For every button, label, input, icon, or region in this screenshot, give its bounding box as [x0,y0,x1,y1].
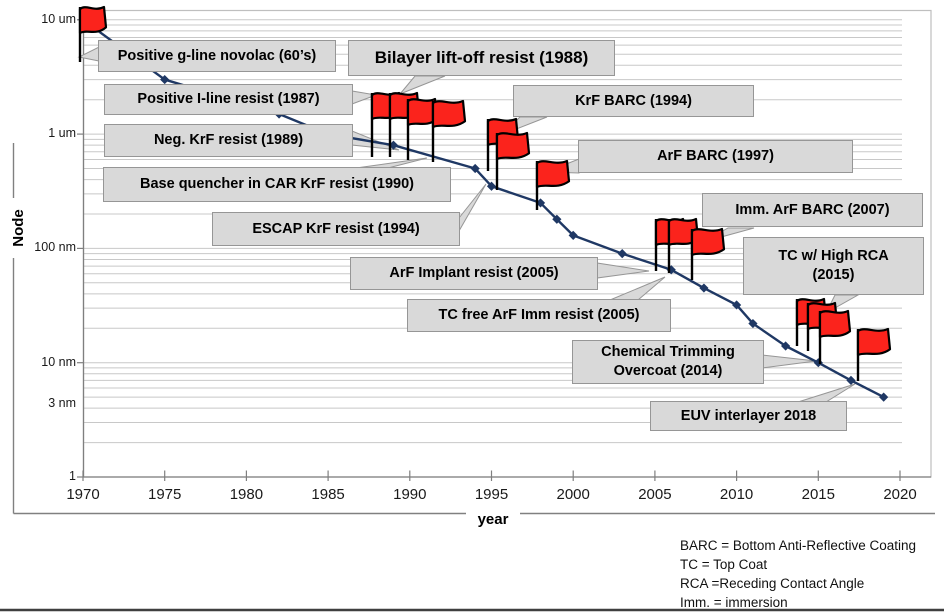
x-tick-label: 1995 [474,486,509,503]
legend-line-barc: BARC = Bottom Anti-Reflective Coating [680,538,916,553]
data-point-marker [813,358,823,368]
data-point-marker [568,230,578,240]
callout-leader-line [609,276,666,301]
callout-escap-krf-resist: ESCAP KrF resist (1994) [212,212,460,246]
x-tick-label: 2020 [883,486,917,503]
y-tick-label: 10 um [41,11,76,26]
callout-euv-interlayer: EUV interlayer 2018 [650,401,847,431]
callout-leader-line [399,75,446,95]
milestone-flag-banner [818,309,852,339]
x-tick-label: 1990 [393,486,427,503]
x-tick-label: 1970 [66,486,100,503]
y-tick-label: 1 [69,469,76,483]
x-tick-label: 2015 [801,486,835,503]
callout-neg-krf-resist: Neg. KrF resist (1989) [104,124,353,157]
x-tick-label: 1985 [311,486,345,503]
data-point-marker [470,163,480,174]
callout-positive-g-line-novolac: Positive g-line novolac (60’s) [98,40,336,72]
callout-positive-i-line-resist: Positive I-line resist (1987) [104,84,353,115]
data-point-marker [699,283,709,293]
x-tick-label: 2010 [719,486,754,503]
milestone-flag-banner [78,5,108,35]
callout-tc-high-rca: TC w/ High RCA (2015) [743,237,924,295]
data-point-marker [160,74,170,85]
data-point-marker [486,181,497,191]
data-point-marker [617,249,627,259]
callout-base-quencher-car-krf: Base quencher in CAR KrF resist (1990) [103,167,451,202]
callout-bilayer-lift-off-resist: Bilayer lift-off resist (1988) [348,40,615,76]
callout-arf-implant-resist: ArF Implant resist (2005) [350,257,598,290]
x-tick-label: 2005 [638,486,672,503]
legend-line-rca: RCA =Receding Contact Angle [680,576,865,591]
data-point-marker [535,198,546,208]
y-tick-label: 10 nm [41,354,76,369]
x-tick-label: 1975 [148,486,182,503]
milestone-flag-banner [856,327,892,357]
y-tick-label: 1 um [48,126,76,141]
milestone-flag-banner [495,131,531,161]
callout-arf-barc: ArF BARC (1997) [578,140,853,173]
data-point-marker [846,375,856,386]
x-tick-label: 1980 [229,486,264,503]
x-tick-label: 2000 [556,486,590,503]
callout-leader-line [458,183,487,233]
data-point-marker [388,140,399,150]
legend-line-tc: TC = Top Coat [680,557,768,572]
milestone-flag-banner [431,99,467,129]
callout-chemical-trimming-overcoat: Chemical Trimming Overcoat (2014) [572,340,764,384]
callout-krf-barc: KrF BARC (1994) [513,85,754,117]
y-axis-title: Node [10,202,30,254]
legend-line-imm: Imm. = immersion [680,595,788,610]
callout-leader-line [596,262,650,279]
callout-leader-line [77,46,100,62]
x-axis-title: year [466,511,520,531]
milestone-flag-banner [535,159,571,189]
y-tick-label: 3 nm [48,396,76,410]
callout-leader-line [797,383,856,403]
milestone-flag-banner [690,227,726,257]
data-point-marker [732,300,742,310]
data-point-marker [879,392,889,402]
callout-tc-free-arf-imm-resist: TC free ArF Imm resist (2005) [407,299,671,332]
data-point-marker [552,214,562,224]
data-point-marker [748,318,758,329]
abbreviation-legend: BARC = Bottom Anti-Reflective Coating TC… [680,536,916,612]
y-tick-label: 100 nm [34,240,76,255]
callout-imm-arf-barc: Imm. ArF BARC (2007) [702,193,923,227]
data-point-marker [781,341,791,351]
